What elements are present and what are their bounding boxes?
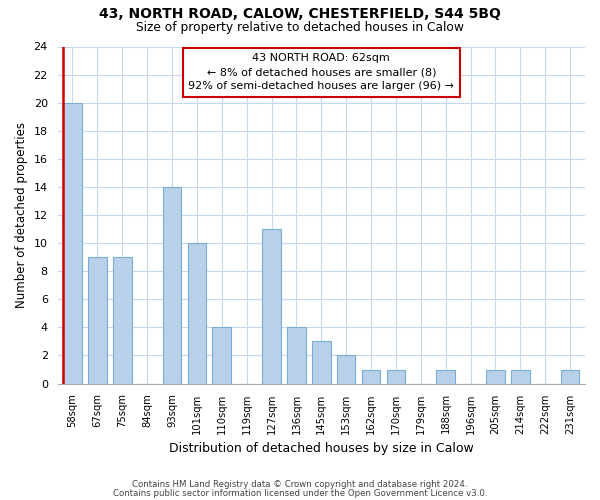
Bar: [312, 342, 331, 384]
Bar: [337, 356, 355, 384]
Text: Contains public sector information licensed under the Open Government Licence v3: Contains public sector information licen…: [113, 489, 487, 498]
Text: Contains HM Land Registry data © Crown copyright and database right 2024.: Contains HM Land Registry data © Crown c…: [132, 480, 468, 489]
Bar: [287, 328, 306, 384]
Text: 43 NORTH ROAD: 62sqm
← 8% of detached houses are smaller (8)
92% of semi-detache: 43 NORTH ROAD: 62sqm ← 8% of detached ho…: [188, 53, 454, 91]
Bar: [486, 370, 505, 384]
Bar: [386, 370, 405, 384]
Bar: [362, 370, 380, 384]
Y-axis label: Number of detached properties: Number of detached properties: [15, 122, 28, 308]
Text: 43, NORTH ROAD, CALOW, CHESTERFIELD, S44 5BQ: 43, NORTH ROAD, CALOW, CHESTERFIELD, S44…: [99, 8, 501, 22]
X-axis label: Distribution of detached houses by size in Calow: Distribution of detached houses by size …: [169, 442, 473, 455]
Text: Size of property relative to detached houses in Calow: Size of property relative to detached ho…: [136, 21, 464, 34]
Bar: [212, 328, 231, 384]
Bar: [113, 257, 131, 384]
Bar: [511, 370, 530, 384]
Bar: [88, 257, 107, 384]
Bar: [436, 370, 455, 384]
Bar: [163, 187, 181, 384]
Bar: [262, 229, 281, 384]
Bar: [561, 370, 580, 384]
Bar: [188, 243, 206, 384]
Bar: [63, 102, 82, 384]
